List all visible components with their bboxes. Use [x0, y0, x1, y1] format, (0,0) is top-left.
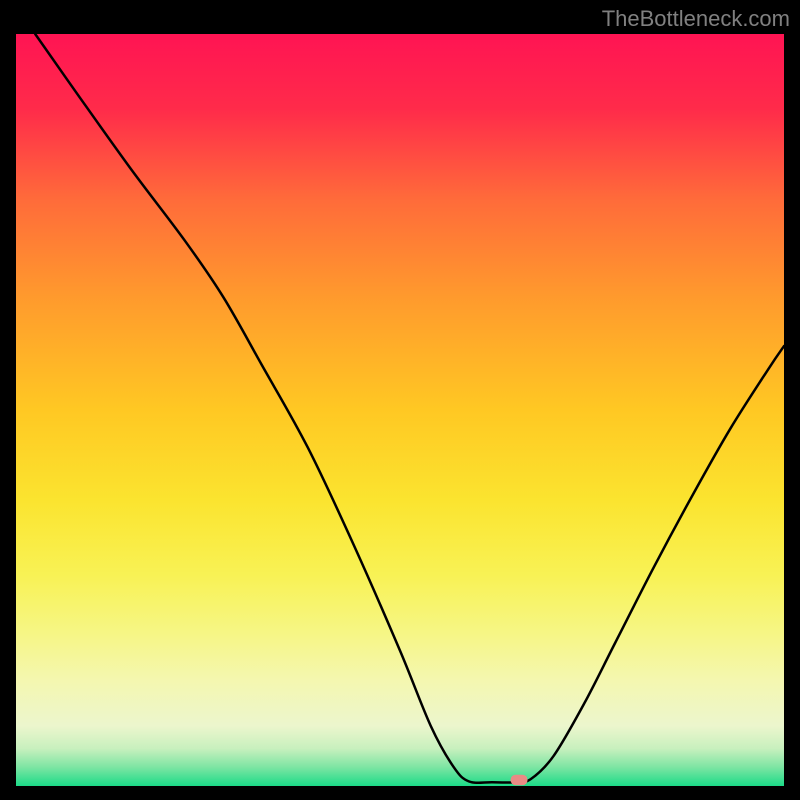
- chart-container: TheBottleneck.com: [0, 0, 800, 800]
- bottleneck-chart: [0, 0, 800, 800]
- chart-gradient-background: [16, 34, 784, 786]
- watermark-text: TheBottleneck.com: [602, 6, 790, 32]
- optimal-marker: [511, 775, 528, 786]
